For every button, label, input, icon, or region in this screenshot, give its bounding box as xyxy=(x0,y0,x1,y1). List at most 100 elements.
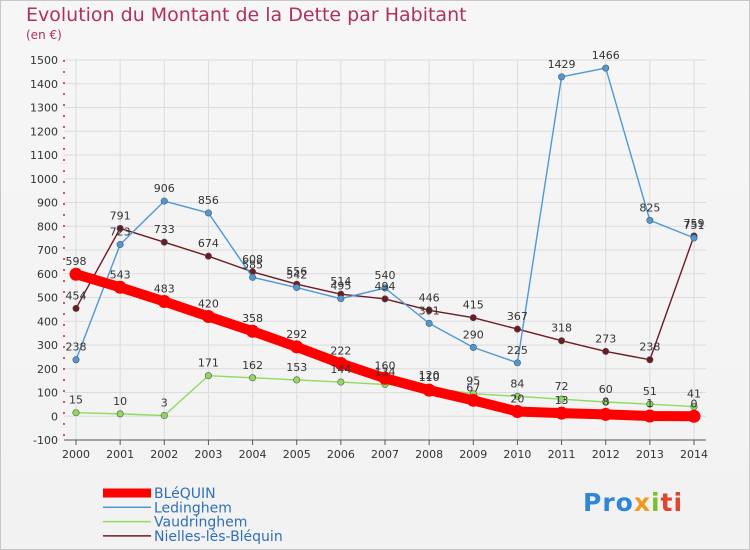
data-label: 358 xyxy=(242,312,263,325)
data-label: 318 xyxy=(551,322,572,335)
data-label: 543 xyxy=(110,268,131,281)
data-label: 751 xyxy=(684,219,705,232)
y-tick-label: 200 xyxy=(37,363,58,376)
data-label: 556 xyxy=(286,265,307,278)
y-tick-label: 1400 xyxy=(30,78,58,91)
data-label: 171 xyxy=(198,357,219,370)
x-tick-label: 2004 xyxy=(239,448,267,461)
data-label: 13 xyxy=(555,394,569,407)
x-tick-label: 2011 xyxy=(548,448,576,461)
legend-label: Vaudringhem xyxy=(154,515,247,531)
data-label: 495 xyxy=(330,280,351,293)
data-label: 160 xyxy=(375,359,396,372)
data-point xyxy=(249,273,257,281)
data-label: 674 xyxy=(198,237,219,250)
data-point xyxy=(690,403,698,411)
data-point xyxy=(334,357,348,371)
data-label: 1429 xyxy=(548,58,576,71)
data-label: 238 xyxy=(639,341,660,354)
x-tick-label: 2009 xyxy=(459,448,487,461)
data-label: 41 xyxy=(687,388,701,401)
data-point xyxy=(246,324,260,338)
data-label: 290 xyxy=(463,328,484,341)
data-label: 514 xyxy=(330,275,351,288)
y-tick-label: -100 xyxy=(33,434,58,447)
data-point xyxy=(157,295,171,309)
x-tick-label: 2003 xyxy=(194,448,222,461)
data-point xyxy=(204,252,212,260)
y-tick-label: 800 xyxy=(37,220,58,233)
x-tick-label: 2007 xyxy=(371,448,399,461)
data-point xyxy=(690,234,698,242)
data-point xyxy=(602,347,610,355)
data-label: 222 xyxy=(330,345,351,358)
data-label: 292 xyxy=(286,328,307,341)
data-label: 759 xyxy=(684,217,705,230)
data-point xyxy=(425,319,433,327)
data-point xyxy=(602,64,610,72)
data-label: 8 xyxy=(602,395,609,408)
x-tick-label: 2000 xyxy=(62,448,90,461)
data-label: 598 xyxy=(66,255,87,268)
x-tick-label: 2006 xyxy=(327,448,355,461)
y-tick-label: 0 xyxy=(51,410,58,423)
data-point xyxy=(558,73,566,81)
proxiti-logo: Proxiti xyxy=(583,488,684,517)
y-tick-label: 400 xyxy=(37,315,58,328)
data-label: 1466 xyxy=(592,49,620,62)
x-tick-label: 2001 xyxy=(106,448,134,461)
data-point xyxy=(201,310,215,323)
legend-label: Ledinghem xyxy=(154,500,232,516)
y-tick-label: 1000 xyxy=(30,173,58,186)
data-point xyxy=(558,395,566,403)
data-label: 3 xyxy=(161,397,168,410)
data-label: 483 xyxy=(154,283,175,296)
data-point xyxy=(160,238,168,246)
data-point xyxy=(69,267,83,281)
data-label: 454 xyxy=(66,289,87,302)
data-label: 0 xyxy=(691,397,698,410)
data-point xyxy=(116,224,124,232)
data-label: 51 xyxy=(643,385,657,398)
y-tick-label: 600 xyxy=(37,268,58,281)
data-label: 10 xyxy=(113,395,127,408)
data-point xyxy=(513,325,521,333)
data-point xyxy=(337,295,345,303)
data-point xyxy=(469,343,477,351)
y-tick-label: 500 xyxy=(37,292,58,305)
data-point xyxy=(378,371,392,385)
data-label: 540 xyxy=(375,269,396,282)
data-point xyxy=(510,405,524,418)
data-point xyxy=(646,356,654,364)
data-point xyxy=(466,393,480,407)
y-tick-label: 1300 xyxy=(30,102,58,115)
data-point xyxy=(513,359,521,367)
data-label: 60 xyxy=(599,383,613,396)
y-tick-label: 100 xyxy=(37,387,58,400)
data-point xyxy=(204,209,212,217)
y-tick-label: 700 xyxy=(37,244,58,257)
data-label: 20 xyxy=(510,393,524,406)
data-label: 15 xyxy=(69,394,83,407)
data-point xyxy=(160,412,168,420)
data-label: 1 xyxy=(646,397,653,410)
data-point xyxy=(687,409,701,423)
data-label: 733 xyxy=(154,223,175,236)
data-label: 446 xyxy=(419,291,440,304)
data-point xyxy=(293,284,301,292)
legend-label: Nielles-lès-Bléquin xyxy=(154,529,283,545)
data-label: 585 xyxy=(242,258,263,271)
data-label: 415 xyxy=(463,299,484,312)
data-label: 134 xyxy=(375,365,396,378)
data-label: 273 xyxy=(595,332,616,345)
data-point xyxy=(381,295,389,303)
y-tick-label: 300 xyxy=(37,339,58,352)
data-label: 110 xyxy=(419,371,440,384)
data-label: 367 xyxy=(507,310,528,323)
data-point xyxy=(646,400,654,408)
data-point xyxy=(116,410,124,418)
data-point xyxy=(72,304,80,312)
data-label: 144 xyxy=(330,363,351,376)
data-point xyxy=(116,241,124,249)
